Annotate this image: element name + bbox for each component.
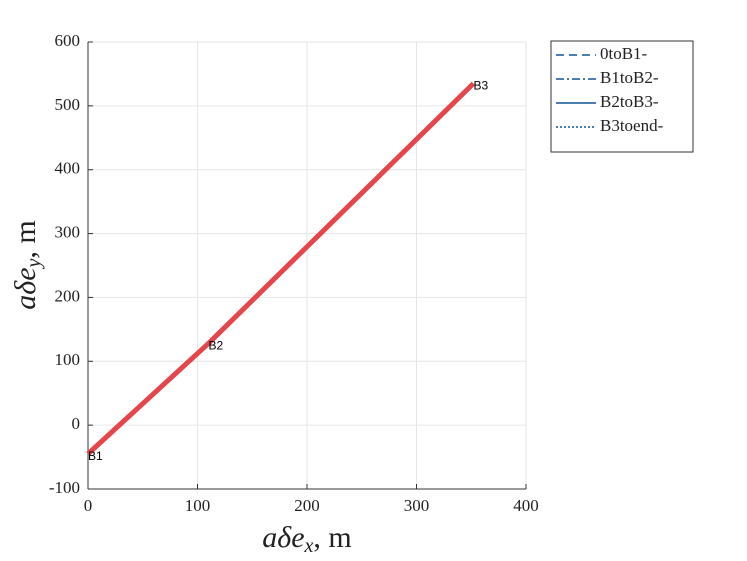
trajectory-line (86, 81, 476, 456)
y-tick-label: -100 (49, 478, 80, 497)
y-tick-label: 200 (55, 286, 81, 305)
y-tick-label: 500 (55, 95, 81, 114)
legend-box (550, 40, 694, 153)
y-label-unit: , m (9, 220, 42, 258)
x-label-base: aδe (262, 521, 304, 554)
x-label-unit: , m (313, 521, 351, 554)
legend-label: B2toB3- (600, 92, 659, 111)
y-label-base: aδe (9, 267, 42, 309)
y-tick-label: 100 (55, 350, 81, 369)
point-label: B1 (88, 449, 103, 463)
x-tick-label: 200 (294, 496, 320, 515)
y-tick-label: 0 (72, 414, 81, 433)
legend-label: 0toB1- (600, 44, 648, 63)
y-label-sub: y (23, 258, 45, 269)
x-tick-label: 100 (185, 496, 211, 515)
point-label: B2 (208, 339, 223, 353)
x-tick-label: 400 (513, 496, 539, 515)
y-tick-label: 600 (55, 31, 81, 50)
y-tick-label: 300 (55, 222, 81, 241)
x-label-sub: x (304, 535, 314, 557)
x-tick-label: 0 (84, 496, 93, 515)
x-tick-label: 300 (404, 496, 430, 515)
legend-label: B3toend- (600, 116, 664, 135)
y-tick-label: 400 (55, 159, 81, 178)
point-label: B3 (473, 79, 488, 93)
legend-label: B1toB2- (600, 68, 659, 87)
x-axis-label: aδex, m (262, 521, 352, 557)
y-axis-label: aδey, m (9, 220, 45, 310)
